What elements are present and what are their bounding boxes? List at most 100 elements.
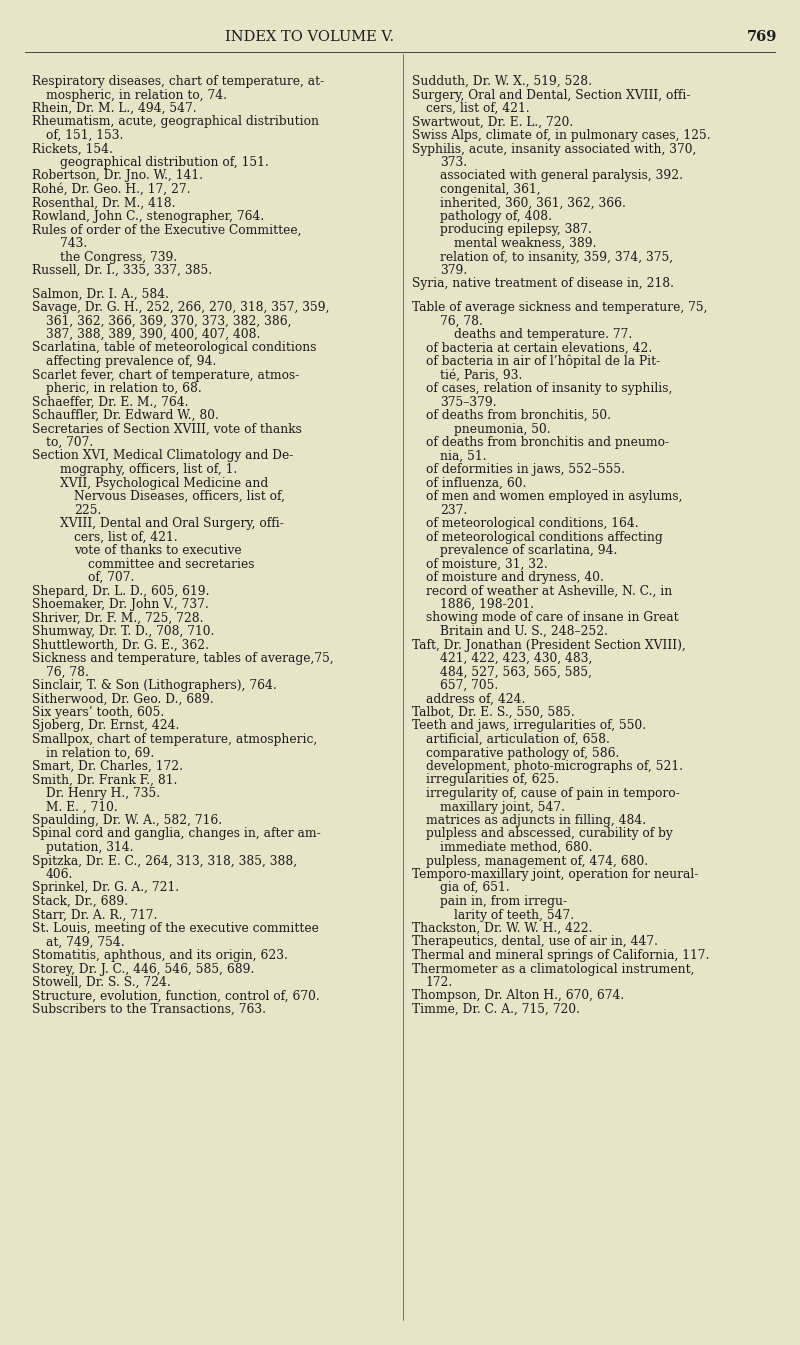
Text: 657, 705.: 657, 705. [440,679,498,691]
Text: development, photo-micrographs of, 521.: development, photo-micrographs of, 521. [426,760,683,773]
Text: Scarlatina, table of meteorological conditions: Scarlatina, table of meteorological cond… [32,342,317,355]
Text: Respiratory diseases, chart of temperature, at-: Respiratory diseases, chart of temperatu… [32,75,324,87]
Text: Smallpox, chart of temperature, atmospheric,: Smallpox, chart of temperature, atmosphe… [32,733,318,746]
Text: 225.: 225. [74,503,102,516]
Text: record of weather at Asheville, N. C., in: record of weather at Asheville, N. C., i… [426,585,672,597]
Text: showing mode of care of insane in Great: showing mode of care of insane in Great [426,612,678,624]
Text: Nervous Diseases, officers, list of,: Nervous Diseases, officers, list of, [74,490,285,503]
Text: Thermometer as a climatological instrument,: Thermometer as a climatological instrume… [412,963,694,975]
Text: Russell, Dr. I., 335, 337, 385.: Russell, Dr. I., 335, 337, 385. [32,264,212,277]
Text: mography, officers, list of, 1.: mography, officers, list of, 1. [60,463,238,476]
Text: Swiss Alps, climate of, in pulmonary cases, 125.: Swiss Alps, climate of, in pulmonary cas… [412,129,710,143]
Text: 172.: 172. [426,976,454,989]
Text: 1886, 198-201.: 1886, 198-201. [440,599,534,611]
Text: geographical distribution of, 151.: geographical distribution of, 151. [60,156,269,169]
Text: Rowland, John C., stenographer, 764.: Rowland, John C., stenographer, 764. [32,210,264,223]
Text: Surgery, Oral and Dental, Section XVIII, offi-: Surgery, Oral and Dental, Section XVIII,… [412,89,690,101]
Text: Section XVI, Medical Climatology and De-: Section XVI, Medical Climatology and De- [32,449,294,463]
Text: pulpless and abscessed, curability of by: pulpless and abscessed, curability of by [426,827,673,841]
Text: of deaths from bronchitis and pneumo-: of deaths from bronchitis and pneumo- [426,436,669,449]
Text: of moisture and dryness, 40.: of moisture and dryness, 40. [426,572,604,584]
Text: 421, 422, 423, 430, 483,: 421, 422, 423, 430, 483, [440,652,592,664]
Text: the Congress, 739.: the Congress, 739. [60,250,178,264]
Text: putation, 314.: putation, 314. [46,841,134,854]
Text: Storey, Dr. J. C., 446, 546, 585, 689.: Storey, Dr. J. C., 446, 546, 585, 689. [32,963,254,975]
Text: Rohé, Dr. Geo. H., 17, 27.: Rohé, Dr. Geo. H., 17, 27. [32,183,190,196]
Text: Shoemaker, Dr. John V., 737.: Shoemaker, Dr. John V., 737. [32,599,209,611]
Text: Sickness and temperature, tables of average,75,: Sickness and temperature, tables of aver… [32,652,334,664]
Text: Sjoberg, Dr. Ernst, 424.: Sjoberg, Dr. Ernst, 424. [32,720,179,733]
Text: Stack, Dr., 689.: Stack, Dr., 689. [32,894,128,908]
Text: Rhein, Dr. M. L., 494, 547.: Rhein, Dr. M. L., 494, 547. [32,102,197,116]
Text: inherited, 360, 361, 362, 366.: inherited, 360, 361, 362, 366. [440,196,626,210]
Text: prevalence of scarlatina, 94.: prevalence of scarlatina, 94. [440,543,618,557]
Text: irregularities of, 625.: irregularities of, 625. [426,773,559,787]
Text: of deaths from bronchitis, 50.: of deaths from bronchitis, 50. [426,409,611,422]
Text: 769: 769 [747,30,777,44]
Text: 387, 388, 389, 390, 400, 407, 408.: 387, 388, 389, 390, 400, 407, 408. [46,328,260,342]
Text: pulpless, management of, 474, 680.: pulpless, management of, 474, 680. [426,854,648,868]
Text: Starr, Dr. A. R., 717.: Starr, Dr. A. R., 717. [32,908,158,921]
Text: Shumway, Dr. T. D., 708, 710.: Shumway, Dr. T. D., 708, 710. [32,625,214,638]
Text: relation of, to insanity, 359, 374, 375,: relation of, to insanity, 359, 374, 375, [440,250,673,264]
Text: Stowell, Dr. S. S., 724.: Stowell, Dr. S. S., 724. [32,976,170,989]
Text: Schauffler, Dr. Edward W., 80.: Schauffler, Dr. Edward W., 80. [32,409,219,422]
Text: 743.: 743. [60,237,87,250]
Text: Spitzka, Dr. E. C., 264, 313, 318, 385, 388,: Spitzka, Dr. E. C., 264, 313, 318, 385, … [32,854,297,868]
Text: of meteorological conditions affecting: of meteorological conditions affecting [426,530,662,543]
Text: 237.: 237. [440,503,467,516]
Text: Temporo-maxillary joint, operation for neural-: Temporo-maxillary joint, operation for n… [412,868,698,881]
Text: Rosenthal, Dr. M., 418.: Rosenthal, Dr. M., 418. [32,196,175,210]
Text: Shepard, Dr. L. D., 605, 619.: Shepard, Dr. L. D., 605, 619. [32,585,210,597]
Text: Rickets, 154.: Rickets, 154. [32,143,113,156]
Text: of, 151, 153.: of, 151, 153. [46,129,123,143]
Text: pheric, in relation to, 68.: pheric, in relation to, 68. [46,382,202,395]
Text: of bacteria in air of l’hôpital de la Pit-: of bacteria in air of l’hôpital de la Pi… [426,355,660,369]
Text: Thompson, Dr. Alton H., 670, 674.: Thompson, Dr. Alton H., 670, 674. [412,990,624,1002]
Text: Teeth and jaws, irregularities of, 550.: Teeth and jaws, irregularities of, 550. [412,720,646,733]
Text: Scarlet fever, chart of temperature, atmos-: Scarlet fever, chart of temperature, atm… [32,369,299,382]
Text: of moisture, 31, 32.: of moisture, 31, 32. [426,557,548,570]
Text: maxillary joint, 547.: maxillary joint, 547. [440,800,565,814]
Text: cers, list of, 421.: cers, list of, 421. [426,102,530,116]
Text: Swartwout, Dr. E. L., 720.: Swartwout, Dr. E. L., 720. [412,116,574,129]
Text: nia, 51.: nia, 51. [440,449,486,463]
Text: 379.: 379. [440,264,467,277]
Text: XVIII, Dental and Oral Surgery, offi-: XVIII, Dental and Oral Surgery, offi- [60,516,284,530]
Text: larity of teeth, 547.: larity of teeth, 547. [454,908,574,921]
Text: Structure, evolution, function, control of, 670.: Structure, evolution, function, control … [32,990,320,1002]
Text: Britain and U. S., 248–252.: Britain and U. S., 248–252. [440,625,608,638]
Text: in relation to, 69.: in relation to, 69. [46,746,154,760]
Text: Sprinkel, Dr. G. A., 721.: Sprinkel, Dr. G. A., 721. [32,881,179,894]
Text: congenital, 361,: congenital, 361, [440,183,541,196]
Text: committee and secretaries: committee and secretaries [88,557,254,570]
Text: Timme, Dr. C. A., 715, 720.: Timme, Dr. C. A., 715, 720. [412,1003,580,1015]
Text: immediate method, 680.: immediate method, 680. [440,841,593,854]
Text: Shriver, Dr. F. M., 725, 728.: Shriver, Dr. F. M., 725, 728. [32,612,203,624]
Text: to, 707.: to, 707. [46,436,94,449]
Text: of cases, relation of insanity to syphilis,: of cases, relation of insanity to syphil… [426,382,672,395]
Text: Shuttleworth, Dr. G. E., 362.: Shuttleworth, Dr. G. E., 362. [32,639,209,651]
Text: Schaeffer, Dr. E. M., 764.: Schaeffer, Dr. E. M., 764. [32,395,189,409]
Text: of bacteria at certain elevations, 42.: of bacteria at certain elevations, 42. [426,342,652,355]
Text: Rules of order of the Executive Committee,: Rules of order of the Executive Committe… [32,223,302,237]
Text: pain in, from irregu-: pain in, from irregu- [440,894,567,908]
Text: Therapeutics, dental, use of air in, 447.: Therapeutics, dental, use of air in, 447… [412,936,658,948]
Text: of meteorological conditions, 164.: of meteorological conditions, 164. [426,516,638,530]
Text: Sudduth, Dr. W. X., 519, 528.: Sudduth, Dr. W. X., 519, 528. [412,75,592,87]
Text: Spinal cord and ganglia, changes in, after am-: Spinal cord and ganglia, changes in, aft… [32,827,321,841]
Text: of, 707.: of, 707. [88,572,134,584]
Text: Smith, Dr. Frank F., 81.: Smith, Dr. Frank F., 81. [32,773,178,787]
Text: Syphilis, acute, insanity associated with, 370,: Syphilis, acute, insanity associated wit… [412,143,696,156]
Text: pathology of, 408.: pathology of, 408. [440,210,552,223]
Text: 406.: 406. [46,868,74,881]
Text: Sitherwood, Dr. Geo. D., 689.: Sitherwood, Dr. Geo. D., 689. [32,693,214,706]
Text: cers, list of, 421.: cers, list of, 421. [74,530,178,543]
Text: Table of average sickness and temperature, 75,: Table of average sickness and temperatur… [412,301,707,313]
Text: Spaulding, Dr. W. A., 582, 716.: Spaulding, Dr. W. A., 582, 716. [32,814,222,827]
Text: 361, 362, 366, 369, 370, 373, 382, 386,: 361, 362, 366, 369, 370, 373, 382, 386, [46,315,291,327]
Text: St. Louis, meeting of the executive committee: St. Louis, meeting of the executive comm… [32,923,319,935]
Text: tié, Paris, 93.: tié, Paris, 93. [440,369,522,382]
Text: Subscribers to the Transactions, 763.: Subscribers to the Transactions, 763. [32,1003,266,1015]
Text: INDEX TO VOLUME V.: INDEX TO VOLUME V. [226,30,394,44]
